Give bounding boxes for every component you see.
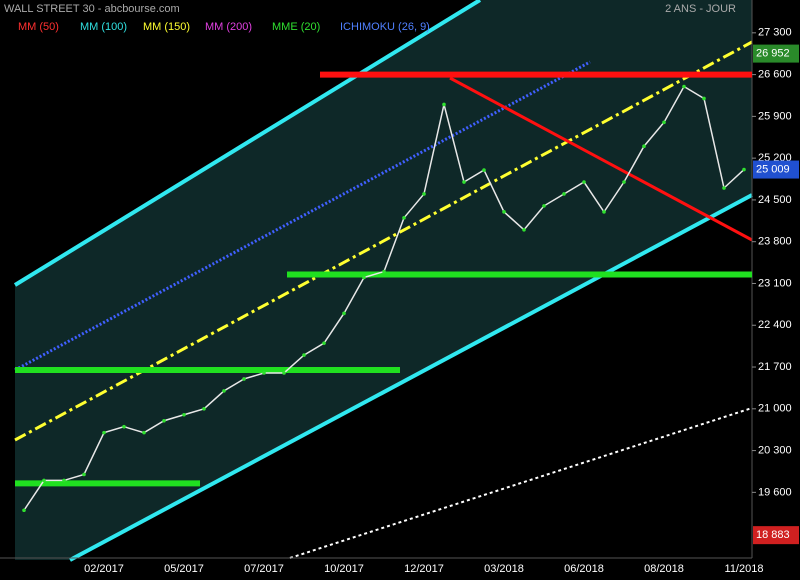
x-tick-label: 05/2017 — [164, 563, 204, 575]
y-tick-label: 20 300 — [758, 444, 792, 456]
price-marker-label: 18 883 — [756, 529, 790, 541]
trend-dotted — [14, 60, 591, 372]
price-point — [702, 96, 706, 101]
legend-entry: MM (50) — [18, 21, 59, 33]
chart-title: WALL STREET 30 - abcbourse.com — [4, 3, 180, 15]
x-tick-label: 06/2018 — [564, 563, 604, 575]
price-marker — [753, 526, 799, 545]
x-tick-label: 08/2018 — [644, 563, 684, 575]
price-point — [22, 508, 26, 513]
price-point — [122, 424, 126, 429]
price-point — [422, 192, 426, 196]
price-point — [282, 371, 286, 375]
price-point — [82, 472, 86, 477]
price-marker-label: 25 009 — [756, 163, 790, 175]
price-point — [722, 186, 726, 190]
price-point — [42, 478, 46, 483]
x-tick-label: 11/2018 — [725, 563, 764, 575]
price-point — [602, 210, 606, 214]
y-tick-label: 27 300 — [758, 27, 792, 39]
x-tick-label: 07/2017 — [244, 563, 284, 575]
price-point — [742, 167, 746, 172]
channel-mid — [14, 40, 753, 442]
price-point — [182, 412, 186, 417]
y-tick-label: 24 500 — [758, 194, 792, 206]
price-marker — [753, 160, 799, 179]
price-point — [482, 168, 486, 172]
price-point — [262, 371, 266, 375]
price-marker-label: 26 952 — [756, 47, 790, 59]
y-tick-label: 21 000 — [758, 403, 792, 415]
price-point — [242, 377, 246, 381]
y-tick-label: 23 100 — [758, 277, 792, 289]
y-tick-label: 26 600 — [758, 69, 792, 81]
y-tick-label: 22 400 — [758, 319, 792, 331]
chart-subtitle: 2 ANS - JOUR — [665, 3, 736, 15]
legend-entry: MM (100) — [80, 21, 127, 33]
price-point — [542, 204, 546, 208]
y-tick-label: 23 800 — [758, 236, 792, 248]
price-point — [642, 144, 646, 149]
legend-entry: MM (200) — [205, 21, 252, 33]
price-point — [302, 353, 306, 357]
price-point — [162, 418, 166, 423]
legend-entry: MME (20) — [272, 21, 320, 33]
price-point — [142, 430, 146, 435]
price-point — [662, 120, 666, 125]
price-point — [102, 430, 106, 435]
price-point — [502, 210, 506, 214]
trend-lower — [289, 407, 753, 559]
price-point — [402, 216, 406, 220]
y-tick-label: 21 700 — [758, 361, 792, 373]
price-point — [462, 180, 466, 184]
price-point — [562, 192, 566, 196]
price-point — [222, 389, 226, 393]
x-tick-label: 02/2017 — [84, 563, 124, 575]
x-tick-label: 10/2017 — [324, 563, 364, 575]
x-tick-label: 03/2018 — [484, 563, 524, 575]
channel-lower — [69, 193, 753, 562]
x-tick-label: 12/2017 — [404, 563, 444, 575]
price-point — [342, 311, 346, 316]
y-tick-label: 25 900 — [758, 110, 792, 122]
legend-entry: ICHIMOKU (26, 9) — [340, 21, 430, 33]
price-marker — [753, 44, 799, 63]
price-point — [582, 180, 586, 184]
price-point — [522, 227, 526, 232]
channel-upper — [13, 0, 482, 287]
price-point — [202, 407, 206, 411]
price-point — [682, 84, 686, 89]
price-point — [62, 478, 66, 483]
price-point — [362, 275, 366, 280]
legend-entry: MM (150) — [143, 21, 190, 33]
price-point — [382, 269, 386, 274]
price-point — [622, 180, 626, 184]
y-tick-label: 19 600 — [758, 486, 792, 498]
price-point — [322, 341, 326, 345]
price-point — [442, 102, 446, 107]
trend-resistance — [449, 76, 753, 242]
